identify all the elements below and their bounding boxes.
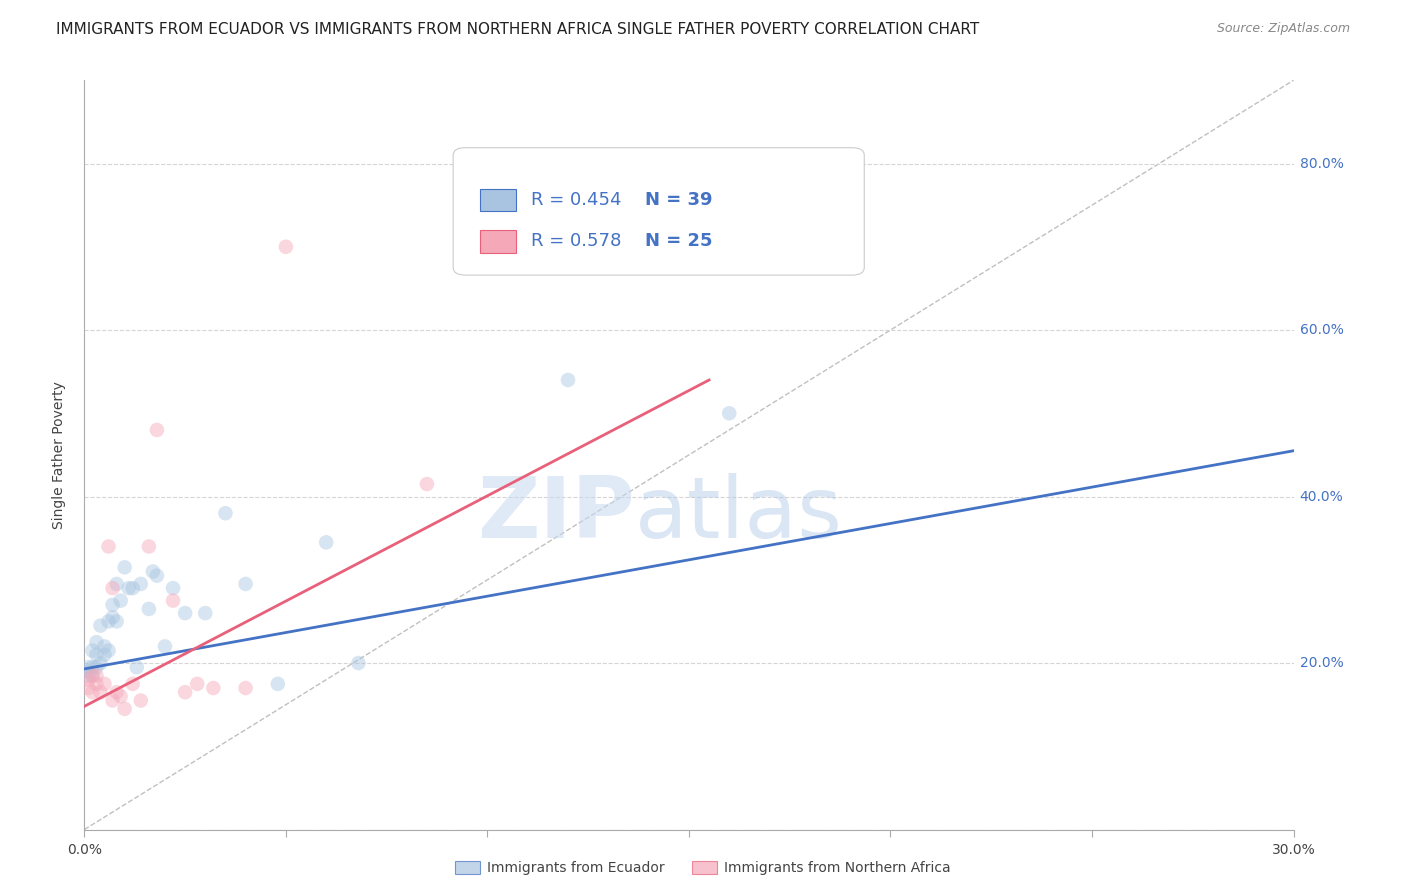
Point <box>194 606 217 620</box>
Point <box>114 560 136 574</box>
Point <box>118 581 141 595</box>
Point <box>77 673 100 687</box>
Text: 20.0%: 20.0% <box>1299 656 1343 670</box>
Point <box>142 565 165 579</box>
Point <box>77 681 100 695</box>
Point <box>315 535 337 549</box>
Point <box>82 643 104 657</box>
Point <box>101 610 124 624</box>
FancyBboxPatch shape <box>479 189 516 211</box>
Point <box>557 373 579 387</box>
Text: R = 0.578: R = 0.578 <box>530 233 621 251</box>
Text: 0.0%: 0.0% <box>67 843 101 857</box>
Point <box>235 681 257 695</box>
Point <box>82 660 104 674</box>
Point <box>86 660 108 674</box>
Text: 30.0%: 30.0% <box>1271 843 1316 857</box>
Point <box>214 506 236 520</box>
Point <box>110 593 132 607</box>
Text: ZIP: ZIP <box>477 474 634 557</box>
Point <box>86 677 108 691</box>
Point <box>101 598 124 612</box>
Text: IMMIGRANTS FROM ECUADOR VS IMMIGRANTS FROM NORTHERN AFRICA SINGLE FATHER POVERTY: IMMIGRANTS FROM ECUADOR VS IMMIGRANTS FR… <box>56 22 980 37</box>
Point <box>97 615 120 629</box>
Point <box>97 643 120 657</box>
Point <box>89 656 111 670</box>
Point <box>93 677 115 691</box>
Point <box>186 677 208 691</box>
Point <box>174 685 197 699</box>
Text: Source: ZipAtlas.com: Source: ZipAtlas.com <box>1216 22 1350 36</box>
Point <box>153 640 176 654</box>
Point <box>86 668 108 682</box>
Point <box>138 602 160 616</box>
Point <box>82 685 104 699</box>
Point <box>138 540 160 554</box>
Point <box>146 423 169 437</box>
Point <box>77 665 100 679</box>
Point <box>129 577 152 591</box>
Point <box>274 240 297 254</box>
Point <box>105 615 128 629</box>
Point <box>416 477 439 491</box>
Point <box>121 581 143 595</box>
Text: 80.0%: 80.0% <box>1299 156 1344 170</box>
Point <box>174 606 197 620</box>
Point <box>146 568 169 582</box>
Text: atlas: atlas <box>634 474 842 557</box>
Point <box>125 660 148 674</box>
Point <box>267 677 290 691</box>
Point <box>97 540 120 554</box>
Text: N = 25: N = 25 <box>645 233 713 251</box>
Point <box>77 660 100 674</box>
Point <box>110 690 132 704</box>
Point <box>162 581 184 595</box>
Point <box>101 581 124 595</box>
Text: 60.0%: 60.0% <box>1299 323 1344 337</box>
Point <box>89 618 111 632</box>
Text: R = 0.454: R = 0.454 <box>530 191 621 209</box>
Point <box>129 693 152 707</box>
Legend: Immigrants from Ecuador, Immigrants from Northern Africa: Immigrants from Ecuador, Immigrants from… <box>450 855 956 880</box>
Point <box>77 668 100 682</box>
Point <box>235 577 257 591</box>
Point <box>82 668 104 682</box>
Point <box>82 668 104 682</box>
Point <box>86 648 108 662</box>
FancyBboxPatch shape <box>453 148 865 275</box>
Point <box>162 593 184 607</box>
Point <box>114 702 136 716</box>
Point <box>93 648 115 662</box>
Point <box>202 681 225 695</box>
Point <box>93 640 115 654</box>
FancyBboxPatch shape <box>479 230 516 252</box>
Point <box>347 656 370 670</box>
Point <box>89 685 111 699</box>
Point <box>105 577 128 591</box>
Point <box>121 677 143 691</box>
Y-axis label: Single Father Poverty: Single Father Poverty <box>52 381 66 529</box>
Text: 40.0%: 40.0% <box>1299 490 1343 504</box>
Point <box>718 406 741 420</box>
Point <box>86 635 108 649</box>
Text: N = 39: N = 39 <box>645 191 713 209</box>
Point <box>101 693 124 707</box>
Point <box>105 685 128 699</box>
